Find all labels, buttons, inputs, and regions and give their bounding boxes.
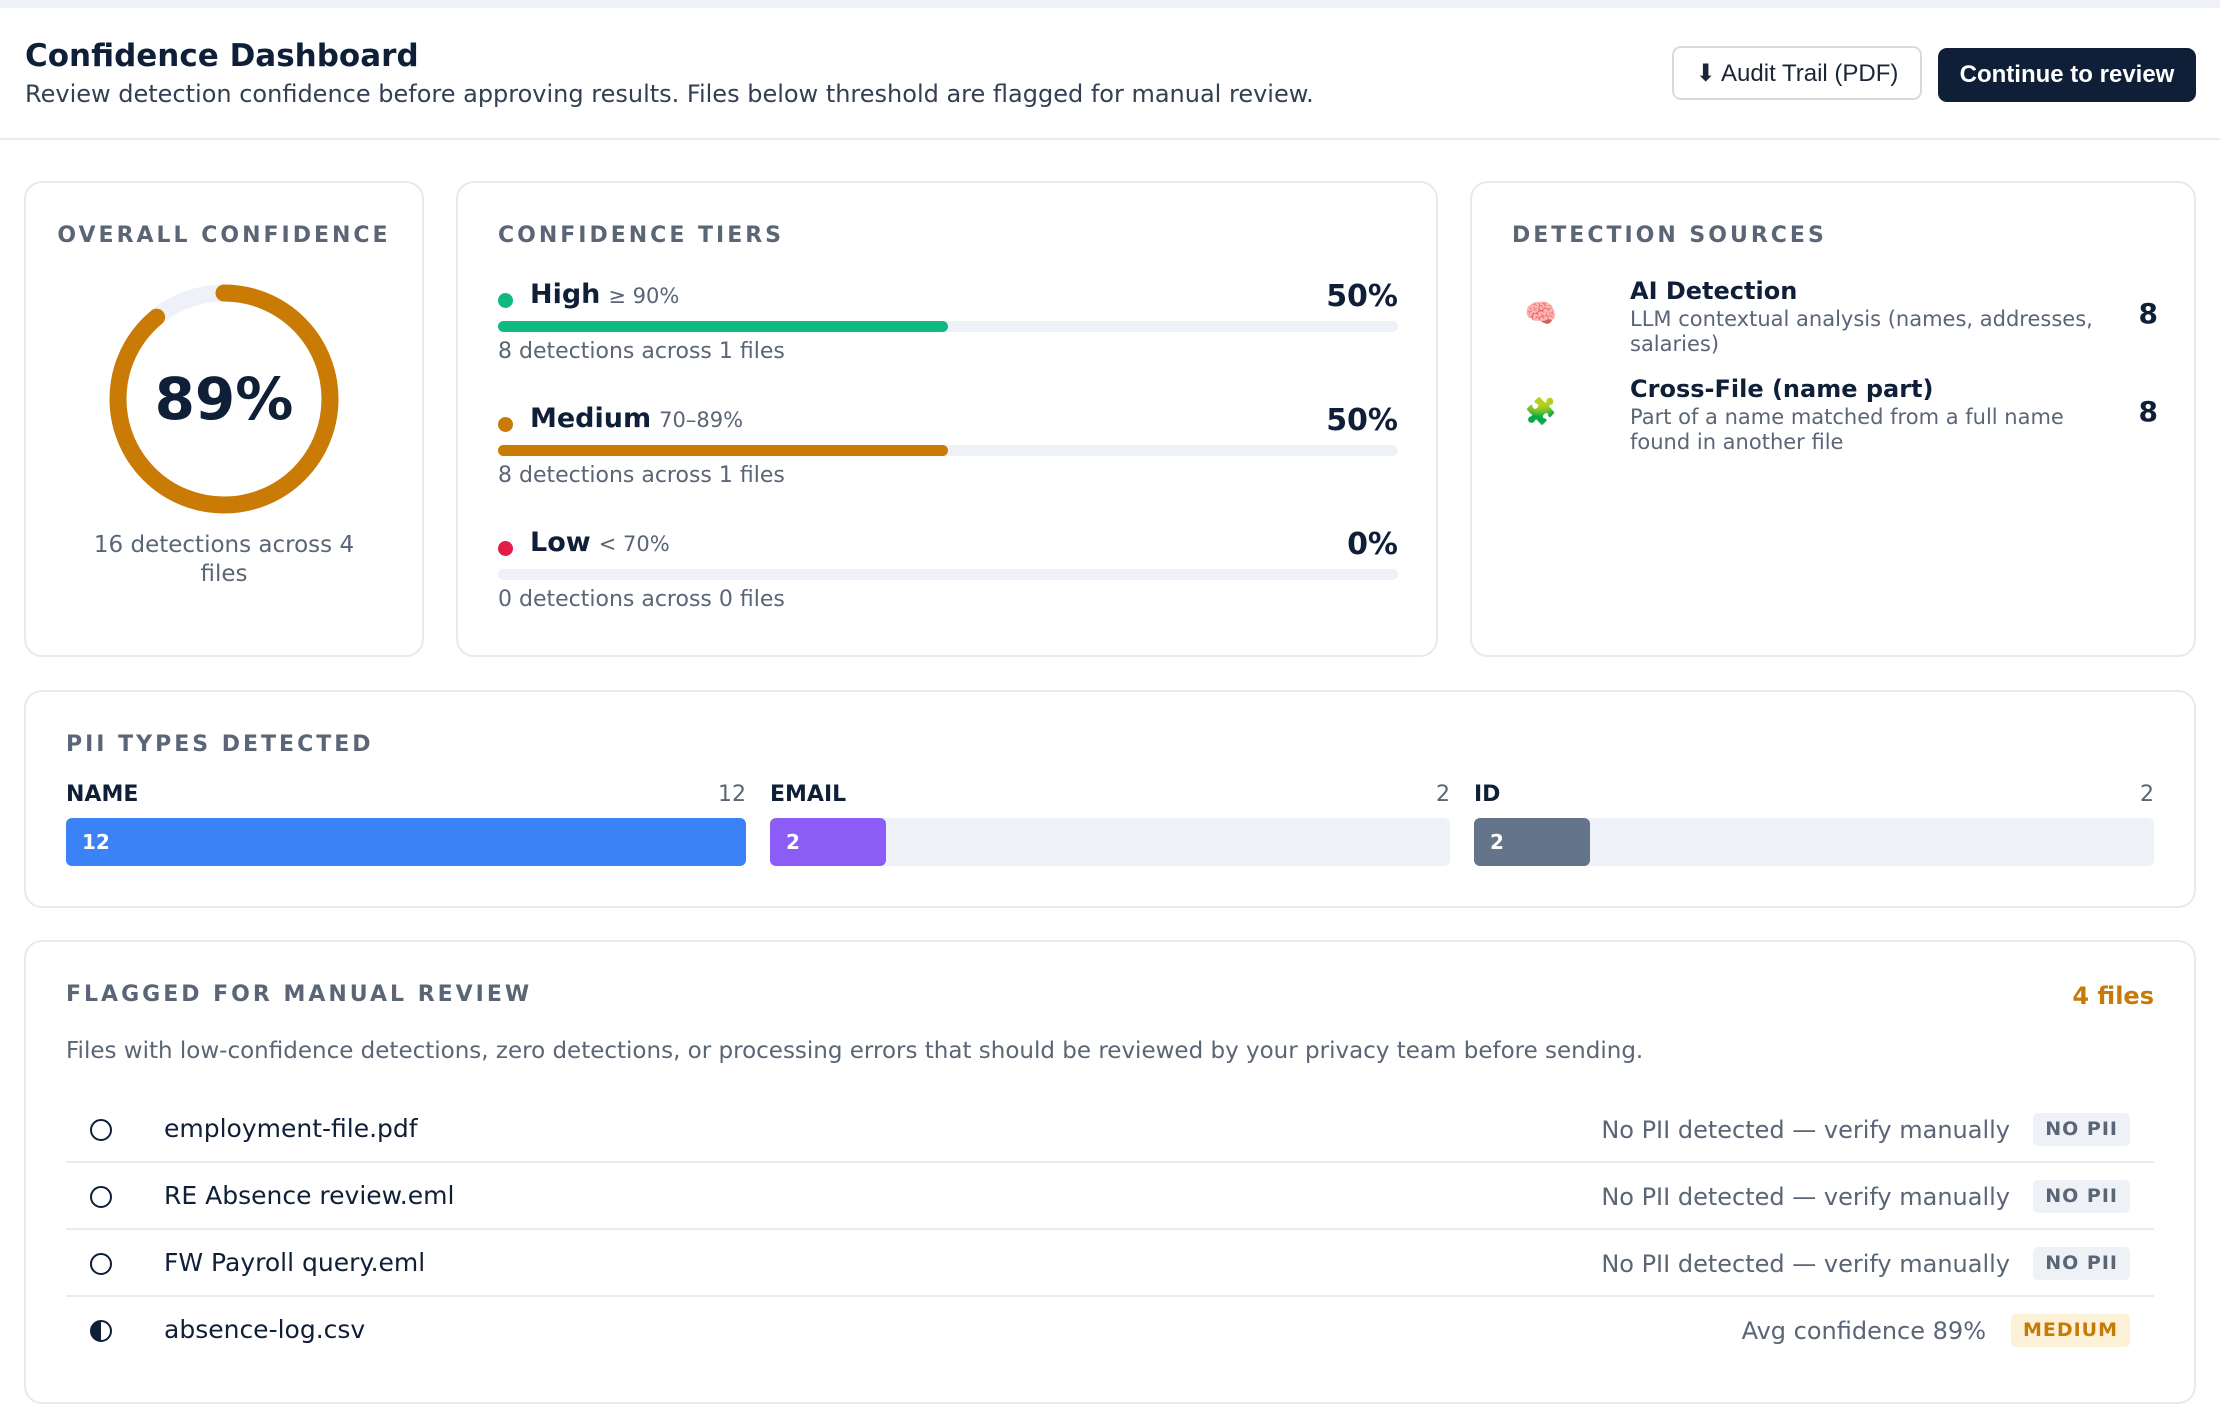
overall-confidence-label: OVERALL CONFIDENCE xyxy=(57,223,391,248)
empty-circle-icon xyxy=(90,1119,112,1141)
file-note: No PII detected — verify manually xyxy=(1601,1183,2010,1211)
confidence-donut: 89% xyxy=(106,281,342,517)
no-pii-badge: NO PII xyxy=(2033,1113,2130,1146)
pii-bar-track: 12 xyxy=(66,818,746,866)
tier-dot xyxy=(498,417,513,432)
pii-bar-track: 2 xyxy=(770,818,1450,866)
flagged-file-count: 4 files xyxy=(2072,982,2154,1010)
empty-circle-icon xyxy=(90,1253,112,1275)
file-note: No PII detected — verify manually xyxy=(1601,1116,2010,1144)
tier-caption: 8 detections across 1 files xyxy=(498,463,785,488)
tier-percent: 50% xyxy=(1326,279,1398,314)
pii-types-card: PII TYPES DETECTED xyxy=(24,690,2196,908)
tier-fill xyxy=(498,321,948,332)
confidence-tiers-label: CONFIDENCE TIERS xyxy=(498,223,785,248)
source-description: Part of a name matched from a full name … xyxy=(1630,405,2064,454)
tier-name: Medium 70–89% xyxy=(530,403,744,434)
file-name: RE Absence review.eml xyxy=(164,1181,455,1210)
tier-fill xyxy=(498,445,948,456)
brain-icon: 🧠 xyxy=(1524,299,1558,329)
tier-range: ≥ 90% xyxy=(608,284,680,308)
file-name: employment-file.pdf xyxy=(164,1114,418,1143)
pii-bar-fill: 12 xyxy=(66,818,746,866)
file-note: Avg confidence 89% xyxy=(1741,1317,1986,1345)
file-name: absence-log.csv xyxy=(164,1315,366,1344)
page-title: Confidence Dashboard xyxy=(25,38,419,74)
flagged-description: Files with low-confidence detections, ze… xyxy=(66,1038,1644,1064)
empty-circle-icon xyxy=(90,1186,112,1208)
tier-caption: 0 detections across 0 files xyxy=(498,587,785,612)
detection-sources-label: DETECTION SOURCES xyxy=(1512,223,1827,248)
pii-bar-track: 2 xyxy=(1474,818,2154,866)
source-name: Cross-File (name part) xyxy=(1630,375,1934,403)
donut-arc xyxy=(109,284,339,514)
tier-dot xyxy=(498,293,513,308)
tier-name: Low < 70% xyxy=(530,527,670,558)
pii-type-label: EMAIL xyxy=(770,782,847,807)
flagged-review-card: FLAGGED FOR MANUAL REVIEW 4 files Files … xyxy=(24,940,2196,1404)
no-pii-badge: NO PII xyxy=(2033,1180,2130,1213)
tier-dot xyxy=(498,541,513,556)
confidence-tiers-card: CONFIDENCE TIERS High ≥ 90% 50% 8 detecti… xyxy=(456,181,1438,657)
pii-type-count: 2 xyxy=(1436,782,1450,807)
pii-type-count: 2 xyxy=(2140,782,2154,807)
medium-badge: MEDIUM xyxy=(2010,1314,2130,1347)
pii-type-label: NAME xyxy=(66,782,139,807)
pii-types-label: PII TYPES DETECTED xyxy=(66,732,374,757)
pii-bar-fill: 2 xyxy=(1474,818,1590,866)
pii-type-email: EMAIL 2 xyxy=(770,782,1450,862)
overall-confidence-card: OVERALL CONFIDENCE 89% 16 detections acr… xyxy=(24,181,424,657)
pii-type-count: 12 xyxy=(718,782,746,807)
tier-percent: 0% xyxy=(1347,527,1398,562)
tier-low: Low < 70% 0% 0 detections across 0 files xyxy=(498,527,1398,637)
file-note: No PII detected — verify manually xyxy=(1601,1250,2010,1278)
page-subtitle: Review detection confidence before appro… xyxy=(25,80,1314,108)
continue-to-review-button[interactable]: Continue to review xyxy=(1938,48,2196,102)
tier-track xyxy=(498,569,1398,580)
half-circle-icon xyxy=(90,1320,112,1342)
tier-track xyxy=(498,321,1398,332)
top-strip xyxy=(0,0,2220,8)
flagged-file-row[interactable]: absence-log.csv Avg confidence 89% MEDIU… xyxy=(66,1297,2154,1364)
pii-type-id: ID 2 xyxy=(1474,782,2154,862)
overall-confidence-value: 89% xyxy=(154,365,294,433)
flagged-review-label: FLAGGED FOR MANUAL REVIEW xyxy=(66,982,533,1007)
tier-range: < 70% xyxy=(598,532,670,556)
tier-caption: 8 detections across 1 files xyxy=(498,339,785,364)
flagged-file-row[interactable]: FW Payroll query.eml No PII detected — v… xyxy=(66,1230,2154,1297)
page-header: Confidence Dashboard Review detection co… xyxy=(0,8,2220,140)
tier-name: High ≥ 90% xyxy=(530,279,680,310)
confidence-donut-chart xyxy=(109,284,339,514)
flagged-file-row[interactable]: employment-file.pdf No PII detected — ve… xyxy=(66,1096,2154,1163)
tier-percent: 50% xyxy=(1326,403,1398,438)
detection-sources-card: DETECTION SOURCES 🧠 AI Detection LLM con… xyxy=(1470,181,2196,657)
file-name: FW Payroll query.eml xyxy=(164,1248,426,1277)
tier-medium: Medium 70–89% 50% 8 detections across 1 f… xyxy=(498,403,1398,513)
puzzle-icon: 🧩 xyxy=(1524,397,1558,427)
source-description: LLM contextual analysis (names, addresse… xyxy=(1630,307,2093,356)
pii-type-name: NAME 12 xyxy=(66,782,746,862)
source-count: 8 xyxy=(2138,395,2158,428)
audit-trail-button[interactable]: ⬇ Audit Trail (PDF) xyxy=(1672,46,1922,100)
flagged-file-row[interactable]: RE Absence review.eml No PII detected — … xyxy=(66,1163,2154,1230)
source-count: 8 xyxy=(2138,297,2158,330)
pii-type-label: ID xyxy=(1474,782,1501,807)
tier-range: 70–89% xyxy=(659,408,744,432)
overall-confidence-caption: 16 detections across 4 files xyxy=(93,532,355,587)
tier-track xyxy=(498,445,1398,456)
pii-bar-fill: 2 xyxy=(770,818,886,866)
no-pii-badge: NO PII xyxy=(2033,1247,2130,1280)
source-name: AI Detection xyxy=(1630,277,1798,305)
tier-high: High ≥ 90% 50% 8 detections across 1 file… xyxy=(498,279,1398,389)
